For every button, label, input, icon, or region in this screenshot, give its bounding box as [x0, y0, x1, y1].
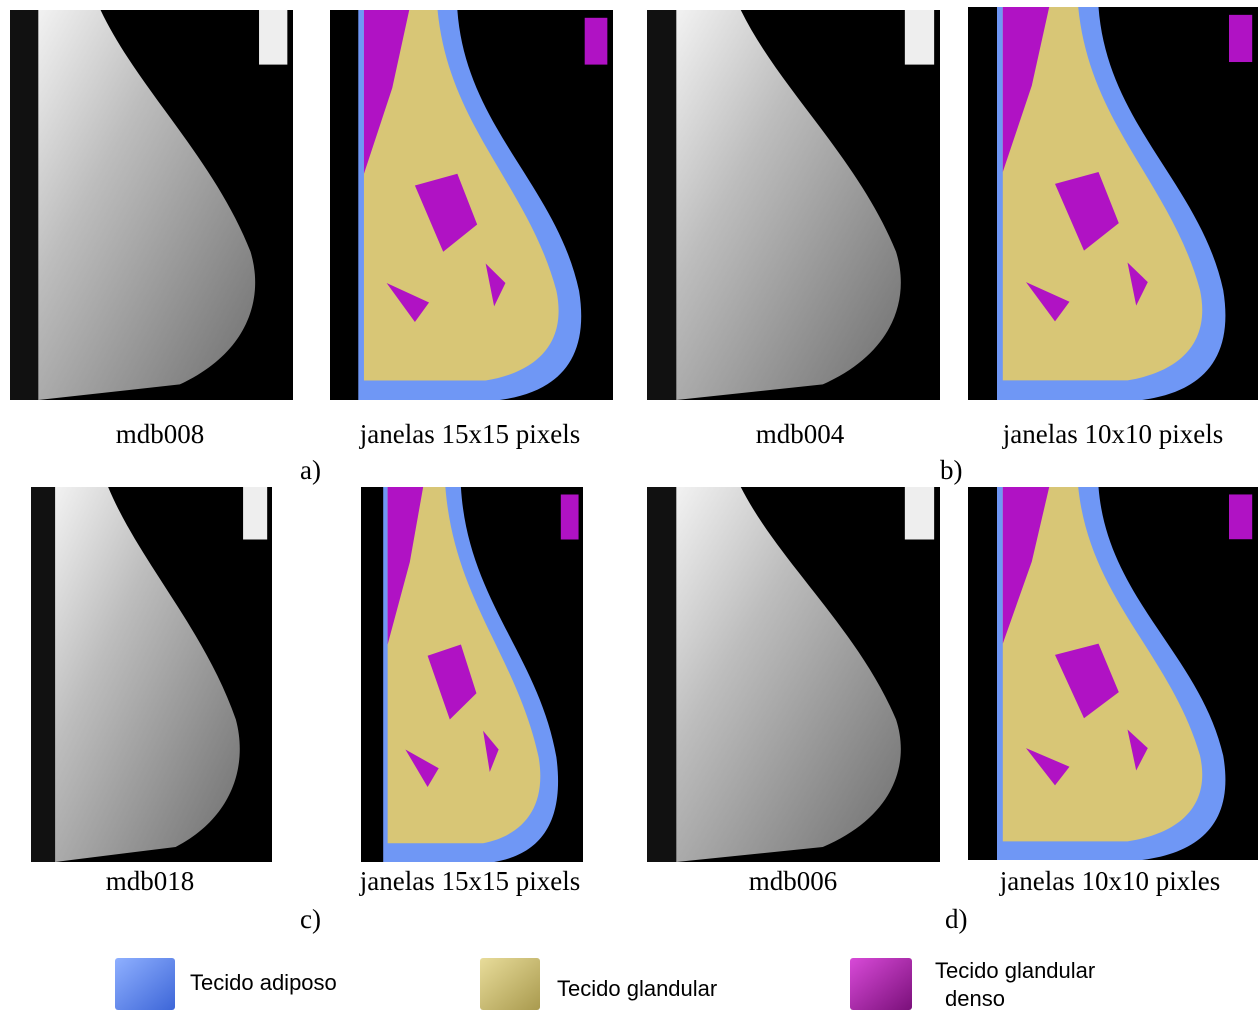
caption: mdb006	[749, 866, 838, 896]
caption: mdb004	[756, 419, 845, 449]
mammogram	[647, 487, 940, 862]
mammogram	[10, 10, 293, 400]
legend-label: Tecido glandular	[935, 958, 1095, 983]
sub-label: b)	[940, 455, 963, 485]
segmentation	[968, 487, 1258, 860]
legend-swatch	[850, 958, 912, 1010]
caption: mdb008	[116, 419, 205, 449]
legend-swatch	[480, 958, 540, 1010]
legend-swatch	[115, 958, 175, 1010]
segmentation	[361, 487, 583, 862]
caption: janelas 15x15 pixels	[359, 866, 580, 896]
legend-label: denso	[945, 986, 1005, 1011]
segmentation	[330, 10, 613, 400]
sub-label: d)	[945, 904, 968, 934]
segmentation	[968, 7, 1258, 400]
caption: mdb018	[106, 866, 195, 896]
legend-label: Tecido glandular	[557, 976, 717, 1001]
mammogram	[647, 10, 940, 400]
legend-label: Tecido adiposo	[190, 970, 337, 995]
caption: janelas 10x10 pixles	[999, 866, 1220, 896]
caption: janelas 15x15 pixels	[359, 419, 580, 449]
sub-label: c)	[300, 904, 321, 934]
figure: mdb008 janelas 15x15 pixels mdb004 janel…	[0, 0, 1260, 1012]
mammogram	[31, 487, 272, 862]
caption: janelas 10x10 pixels	[1002, 419, 1223, 449]
sub-label: a)	[300, 455, 321, 485]
